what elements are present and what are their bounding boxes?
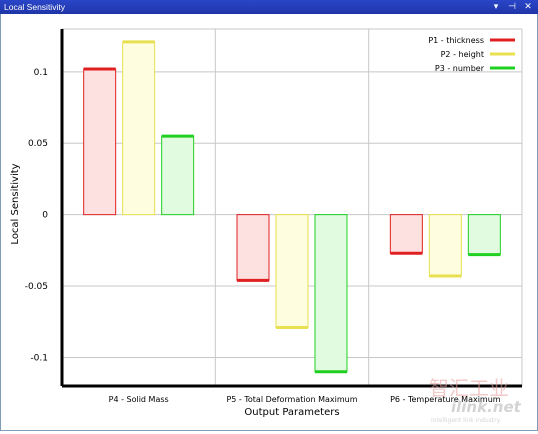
bar-thickness-2[interactable] <box>236 214 270 281</box>
bar-height-2[interactable] <box>275 214 309 328</box>
pin-icon[interactable]: ⊣ <box>508 2 516 12</box>
bar-number-1[interactable] <box>161 135 195 216</box>
axis-layer: 0.1 0.05 0 -0.05 -0.1 P4 - Solid Mass P5 - Tot… <box>25 29 522 404</box>
close-icon[interactable]: ✕ <box>524 2 532 12</box>
watermark-en: ilink.net <box>451 398 522 416</box>
x-axis-label: Output Parameters <box>244 407 339 418</box>
bar-height-3[interactable] <box>428 214 462 277</box>
window-title: Local Sensitivity <box>4 2 65 12</box>
window-titlebar: Local Sensitivity ▾ ⊣ ✕ <box>0 0 538 14</box>
x-tick-label: P5 - Total Deformation Maximum <box>226 395 357 404</box>
bar-thickness-1[interactable] <box>83 68 117 216</box>
bar-height-1[interactable] <box>122 41 156 216</box>
watermark-cn: 智汇工业 <box>429 376 509 400</box>
chevron-down-icon[interactable]: ▾ <box>493 2 499 12</box>
watermark-tag: intelligent link industry <box>431 417 501 424</box>
x-tick-label: P4 - Solid Mass <box>109 395 169 404</box>
y-axis-label: Local Sensitivity <box>10 163 21 244</box>
bar-thickness-3[interactable] <box>389 214 423 254</box>
y-tick-label: 0 <box>42 211 48 221</box>
chart-panel: 0.1 0.05 0 -0.05 -0.1 P4 - Solid Mass P5 - Tot… <box>0 14 538 431</box>
bar-number-2[interactable] <box>314 214 348 373</box>
bar-number-3[interactable] <box>467 214 501 256</box>
watermark: 智汇工业 ilink.net intelligent link industry <box>429 376 522 424</box>
legend-label: P1 - thickness <box>428 36 484 45</box>
x-tick-label: P6 - Temperature Maximum <box>390 395 501 404</box>
legend: P1 - thickness P2 - height P3 - number <box>428 36 515 73</box>
y-tick-label: -0.1 <box>30 353 48 363</box>
bar-layer <box>83 40 501 374</box>
y-tick-label: -0.05 <box>25 282 48 292</box>
legend-label: P3 - number <box>435 64 485 73</box>
legend-label: P2 - height <box>441 50 484 59</box>
y-tick-label: 0.05 <box>28 139 48 149</box>
y-tick-label: 0.1 <box>34 68 48 78</box>
sensitivity-chart: 0.1 0.05 0 -0.05 -0.1 P4 - Solid Mass P5 - Tot… <box>10 28 523 424</box>
